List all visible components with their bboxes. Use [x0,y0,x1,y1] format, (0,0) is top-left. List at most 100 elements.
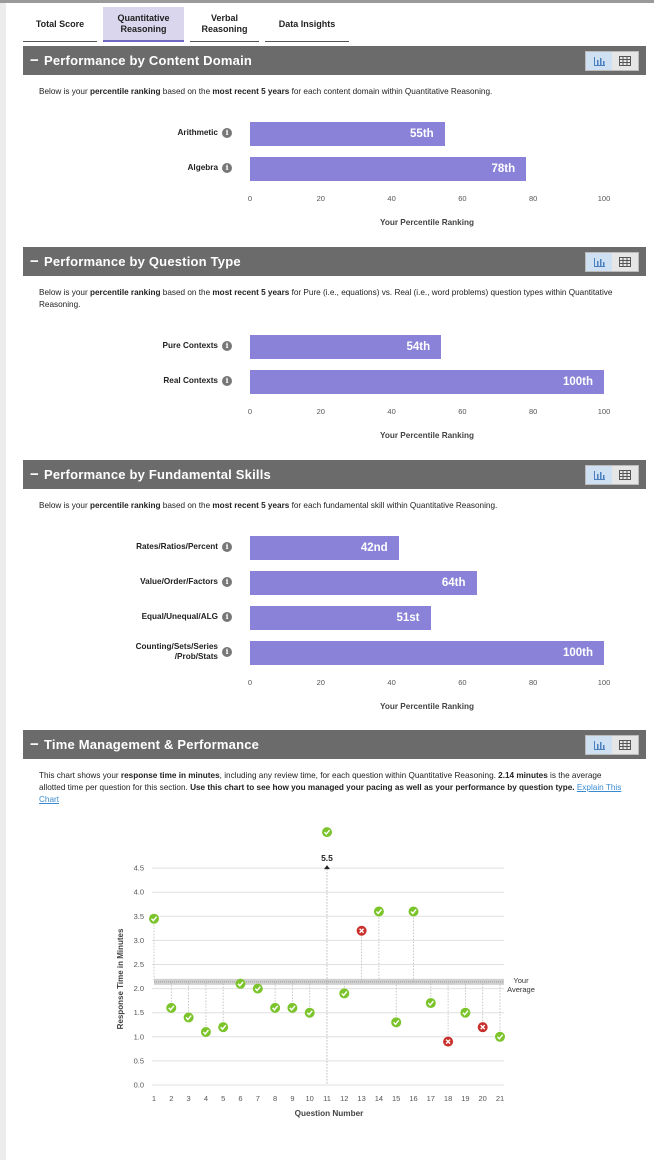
bar-chart-icon [594,257,605,267]
bar-chart-view-button[interactable] [586,253,612,271]
data-point-incorrect[interactable] [356,925,367,936]
y-tick-label: 1.5 [134,1008,144,1017]
info-icon[interactable]: i [222,577,232,587]
data-point-correct[interactable] [252,983,263,994]
axis-tick: 0 [247,678,253,687]
data-point-correct[interactable] [304,1007,315,1018]
bar-chart-icon [594,56,605,66]
bar-row: Pure Contexts i 54th [23,335,646,359]
overflow-value-label: 5.5 [321,853,333,863]
data-point-incorrect[interactable] [443,1036,454,1047]
data-point-correct[interactable] [235,978,246,989]
info-icon[interactable]: i [222,128,232,138]
data-point-incorrect[interactable] [477,1022,488,1033]
info-icon[interactable]: i [222,542,232,552]
axis-title: Your Percentile Ranking [379,218,475,227]
percentile-axis: 0 20 40 60 80 100 [248,194,610,206]
axis-tick: 20 [316,194,325,203]
bar-label: Pure Contexts [162,341,218,350]
axis-tick: 100 [597,194,611,203]
data-point-correct[interactable] [425,998,436,1009]
view-toggle [585,735,639,755]
bar-chart-view-button[interactable] [586,736,612,754]
table-view-button[interactable] [612,466,638,484]
x-tick-label: 9 [290,1094,294,1103]
bar-label: Rates/Ratios/Percent [136,542,218,551]
y-tick-label: 1.0 [134,1032,144,1041]
y-tick-label: 4.5 [134,864,144,873]
data-point-correct[interactable] [373,906,384,917]
data-point-correct[interactable] [218,1022,229,1033]
data-point-correct[interactable] [270,1002,281,1013]
bar-row: Equal/Unequal/ALG i 51st [23,606,646,630]
tab-data-insights[interactable]: Data Insights [265,7,349,42]
x-tick-label: 4 [204,1094,208,1103]
tab-quantitative-reasoning[interactable]: Quantitative Reasoning [103,7,184,42]
x-axis-title: Question Number [295,1109,365,1118]
table-view-button[interactable] [612,52,638,70]
data-point-correct[interactable] [391,1017,402,1028]
collapse-icon[interactable]: − [30,52,39,69]
y-tick-label: 4.0 [134,888,144,897]
data-point-correct[interactable] [200,1026,211,1037]
axis-tick: 80 [529,678,538,687]
table-icon [619,257,631,267]
collapse-icon[interactable]: − [30,466,39,483]
table-icon [619,470,631,480]
percentile-bar: 51st [250,606,431,630]
section-description: This chart shows your response time in m… [39,771,622,804]
axis-tick: 100 [597,407,611,416]
axis-tick: 60 [458,407,467,416]
x-tick-label: 2 [169,1094,173,1103]
section-description: Below is your percentile ranking based o… [39,288,613,309]
x-tick-label: 14 [375,1094,383,1103]
bar-chart-icon [594,470,605,480]
x-tick-label: 19 [461,1094,469,1103]
bar-label: Real Contexts [163,376,218,385]
tab-verbal-reasoning[interactable]: Verbal Reasoning [190,7,259,42]
bar-label: Equal/Unequal/ALG [141,612,218,621]
info-icon[interactable]: i [222,341,232,351]
bar-chart-view-button[interactable] [586,52,612,70]
bar-row: Real Contexts i 100th [23,370,646,394]
table-view-button[interactable] [612,253,638,271]
bar-row: Value/Order/Factors i 64th [23,571,646,595]
data-point-correct[interactable] [287,1002,298,1013]
info-icon[interactable]: i [222,163,232,173]
y-axis-title: Response Time in Minutes [116,928,125,1029]
data-point-correct[interactable] [460,1007,471,1018]
section-description: Below is your percentile ranking based o… [39,87,493,96]
data-point-correct[interactable] [408,906,419,917]
view-toggle [585,465,639,485]
x-tick-label: 11 [323,1094,331,1103]
bar-row: Arithmetic i 55th [23,122,646,146]
axis-tick: 80 [529,194,538,203]
bar-row: Counting/Sets/Series/Prob/Stats i 100th [23,641,646,665]
y-tick-label: 3.0 [134,936,144,945]
data-point-correct[interactable] [339,988,350,999]
data-point-correct[interactable] [183,1012,194,1023]
percentile-bar: 54th [250,335,442,359]
tab-label: Quantitative Reasoning [117,12,170,34]
axis-tick: 60 [458,194,467,203]
info-icon[interactable]: i [222,612,232,622]
data-point-correct[interactable] [166,1002,177,1013]
explain-chart-link[interactable]: Explain This Chart [39,783,622,804]
x-tick-label: 12 [340,1094,348,1103]
bar-chart-view-button[interactable] [586,466,612,484]
data-point-correct[interactable] [322,827,332,838]
tab-total-score[interactable]: Total Score [23,7,97,42]
section-header: − Time Management & Performance [23,730,646,759]
collapse-icon[interactable]: − [30,736,39,753]
overflow-arrow [324,865,330,870]
info-icon[interactable]: i [222,647,232,657]
data-point-correct[interactable] [149,913,159,924]
data-point-correct[interactable] [495,1031,505,1042]
percentile-axis: 0 20 40 60 80 100 [247,678,610,690]
axis-tick: 20 [316,678,325,687]
info-icon[interactable]: i [222,376,232,386]
axis-tick: 40 [387,407,396,416]
table-view-button[interactable] [612,736,638,754]
tab-label: Verbal Reasoning [201,13,248,34]
collapse-icon[interactable]: − [30,253,39,270]
